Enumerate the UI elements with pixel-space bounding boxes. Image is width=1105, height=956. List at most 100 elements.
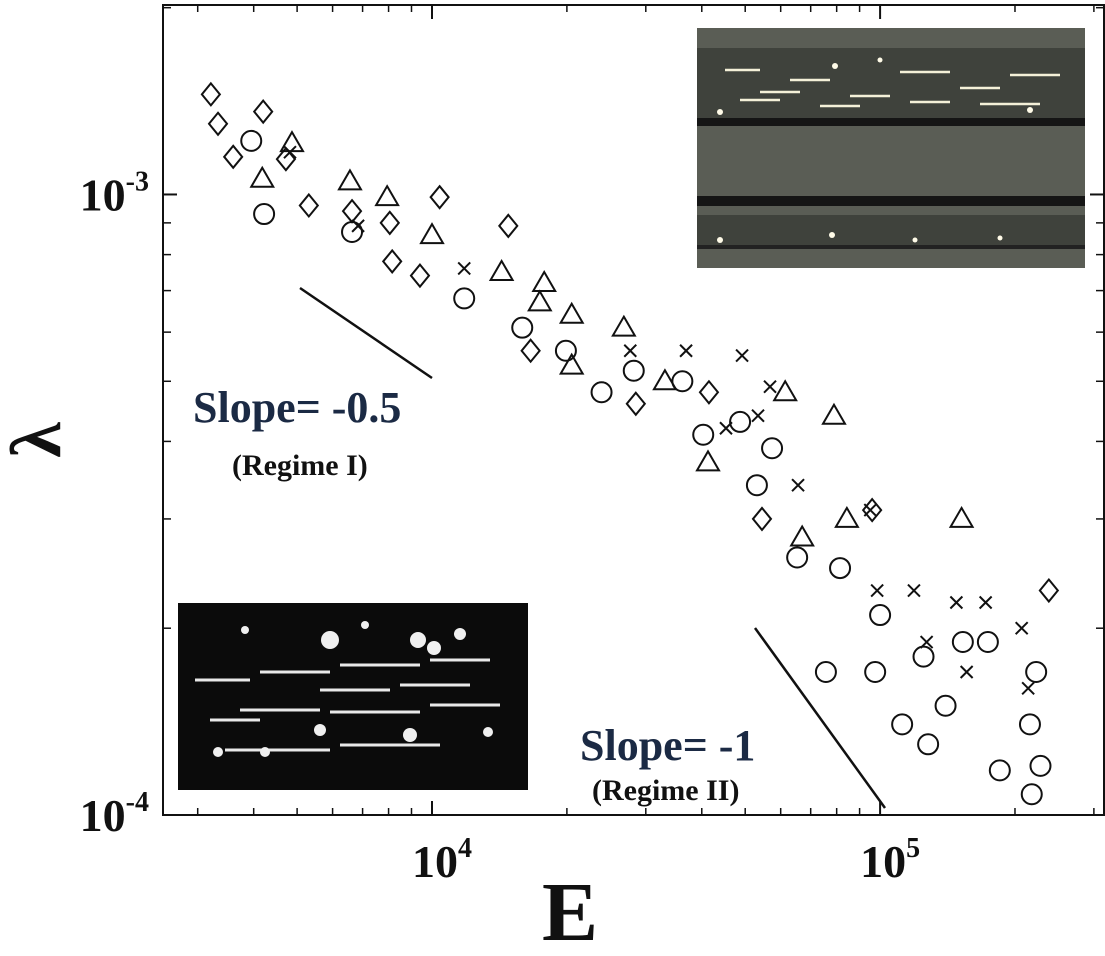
point-cross [791, 478, 805, 492]
annotation: (Regime I) [232, 449, 368, 482]
point-circle [341, 221, 364, 244]
y-tick-label-base: 10 [80, 169, 126, 220]
point-circle [453, 287, 476, 310]
point-circle [1025, 661, 1048, 684]
y-tick-label: 10-4 [80, 787, 149, 841]
point-circle [934, 694, 957, 717]
point-cross [959, 665, 974, 679]
x-axis-label: E [542, 866, 598, 956]
point-triangle [772, 379, 798, 402]
x-tick-label-exponent: 4 [458, 833, 472, 864]
point-triangle [611, 314, 637, 337]
point-circle [622, 359, 645, 382]
point-circle [1018, 713, 1041, 736]
point-triangle [558, 301, 585, 324]
point-diamond [409, 263, 431, 289]
x-tick-label: 104 [412, 833, 472, 887]
point-diamond [252, 99, 274, 125]
point-cross [735, 348, 749, 363]
x-tick-label: 105 [860, 833, 920, 887]
point-circle [951, 631, 974, 654]
x-tick-label-base: 10 [412, 836, 458, 887]
point-circle [814, 661, 837, 684]
point-circle [786, 546, 809, 569]
point-circle [1020, 783, 1043, 806]
point-cross [870, 583, 884, 598]
annotation: Slope= -0.5 [193, 383, 401, 432]
point-circle [745, 474, 768, 497]
point-diamond [298, 192, 320, 219]
point-circle [511, 316, 534, 339]
y-tick-label: 10-3 [80, 166, 149, 220]
plot-frame [162, 4, 1105, 816]
point-diamond [751, 506, 773, 532]
point-circle [864, 661, 887, 684]
point-circle [912, 645, 935, 668]
point-circle [729, 410, 752, 433]
slope-line [299, 286, 433, 380]
x-tick-label-base: 10 [860, 836, 906, 887]
point-cross [949, 595, 964, 610]
point-triangle [834, 505, 860, 528]
point-circle [869, 604, 892, 627]
point-circle [590, 381, 613, 404]
point-cross [1021, 681, 1035, 696]
point-cross [1014, 621, 1029, 635]
point-triangle [279, 130, 305, 153]
point-circle [988, 759, 1011, 782]
point-triangle [821, 402, 847, 425]
point-circle [891, 713, 914, 736]
point-diamond [520, 338, 541, 364]
point-cross [679, 344, 693, 358]
y-tick-label-exponent: -4 [126, 787, 149, 818]
point-diamond [379, 210, 401, 236]
point-diamond [1038, 577, 1060, 604]
inset-photo-bottom [178, 603, 528, 790]
point-triangle [652, 368, 678, 391]
point-triangle [374, 184, 400, 207]
point-circle [692, 423, 715, 446]
point-triangle [249, 165, 275, 188]
point-diamond [861, 497, 883, 523]
point-diamond [222, 144, 244, 170]
point-diamond [381, 248, 403, 275]
point-diamond [341, 198, 363, 224]
point-triangle [488, 259, 515, 282]
point-triangle [527, 289, 553, 312]
point-triangle [948, 505, 975, 528]
x-tick-label-exponent: 5 [906, 833, 920, 864]
point-triangle [789, 524, 815, 547]
point-triangle [337, 168, 363, 191]
point-cross [907, 583, 921, 598]
point-cross [283, 145, 297, 159]
point-circle [240, 129, 263, 152]
point-cross [623, 344, 637, 358]
point-diamond [200, 81, 222, 107]
point-cross [763, 380, 777, 394]
annotation: (Regime II) [592, 774, 739, 807]
point-circle [554, 339, 577, 362]
y-axis-label: λ [0, 422, 76, 458]
point-cross [978, 595, 993, 610]
y-tick-label-exponent: -3 [126, 166, 149, 197]
point-cross [751, 409, 765, 423]
annotation: Slope= -1 [580, 721, 755, 770]
point-diamond [625, 391, 647, 417]
point-circle [917, 733, 940, 756]
point-triangle [531, 270, 557, 293]
point-diamond [429, 184, 450, 210]
point-circle [761, 437, 784, 460]
inset-photo-top [697, 28, 1085, 268]
point-circle [829, 557, 852, 580]
point-circle [1029, 754, 1052, 777]
point-diamond [498, 213, 519, 239]
point-diamond [698, 379, 720, 405]
point-diamond [207, 111, 229, 137]
point-cross [919, 635, 934, 649]
point-triangle [558, 352, 585, 375]
point-triangle [419, 222, 445, 245]
point-circle [253, 203, 276, 226]
point-circle [976, 631, 999, 654]
